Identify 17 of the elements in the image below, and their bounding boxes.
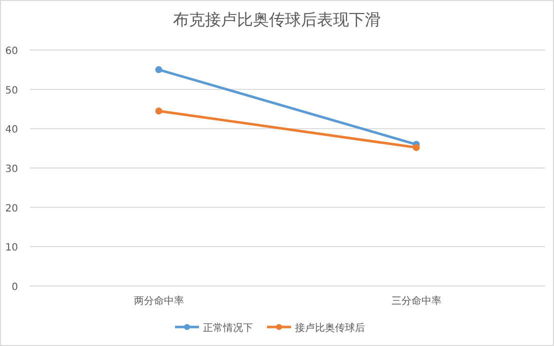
y-tick-label: 10 (5, 242, 18, 254)
y-tick-label: 30 (5, 164, 18, 175)
y-tick-label: 0 (12, 282, 18, 293)
y-tick-label: 60 (5, 46, 18, 57)
chart-title: 布克接卢比奥传球后表现下滑 (173, 10, 381, 29)
legend-label: 接卢比奥传球后 (295, 322, 365, 334)
legend-item: 正常情况下 (175, 323, 253, 334)
legend-item: 接卢比奥传球后 (267, 323, 365, 334)
y-tick-label: 50 (5, 85, 18, 96)
point (155, 107, 162, 114)
y-tick-label: 40 (5, 124, 18, 136)
y-tick-label: 20 (5, 203, 18, 214)
x-tick-label: 三分命中率 (391, 295, 442, 307)
point (412, 144, 420, 152)
legend-label: 正常情况下 (203, 322, 253, 334)
x-tick-label: 两分命中率 (134, 295, 184, 307)
point (155, 66, 162, 74)
